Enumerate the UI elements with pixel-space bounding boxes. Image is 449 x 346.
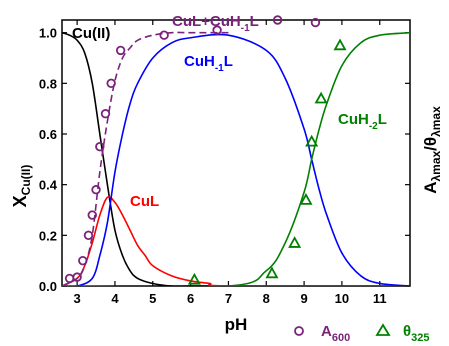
x-tick-label-7: 10 <box>335 291 349 306</box>
label-cuh1l: CuH-1L <box>184 53 233 74</box>
scatter-point-0-11 <box>212 25 222 35</box>
scatter-point-1-4 <box>305 134 319 147</box>
series-line-1 <box>62 196 410 286</box>
scatter-point-0-4 <box>87 210 97 220</box>
scatter-point-0-13 <box>310 17 321 28</box>
x-tick-label-1: 4 <box>111 291 119 306</box>
scatter-markers <box>64 15 347 285</box>
scatter-point-0-6 <box>95 141 105 152</box>
scatter-point-1-2 <box>288 236 302 248</box>
series-lines <box>62 31 410 286</box>
x-tick-label-8: 11 <box>373 291 387 306</box>
y-tick-label-0: 0.0 <box>39 279 57 294</box>
scatter-point-0-10 <box>159 30 169 40</box>
series-line-2 <box>62 33 410 286</box>
label-cuh2l: CuH-2L <box>338 111 387 132</box>
legend-a600-marker <box>294 326 304 336</box>
label-sum: CuL+CuH-1L <box>172 13 259 34</box>
scatter-point-0-5 <box>91 185 101 195</box>
x-tick-label-2: 5 <box>149 291 156 306</box>
x-axis-title: pH <box>225 315 248 334</box>
y-tick-label-1: 0.2 <box>39 228 57 243</box>
legend: A600 θ325 <box>294 323 429 344</box>
scatter-point-0-3 <box>83 230 94 241</box>
scatter-point-0-8 <box>106 78 116 89</box>
scatter-point-0-1 <box>72 272 82 282</box>
scatter-point-0-2 <box>78 255 88 266</box>
series-line-0 <box>62 31 410 286</box>
series-line-3 <box>62 31 410 286</box>
scatter-point-1-1 <box>265 266 279 279</box>
scatter-point-1-5 <box>314 91 328 104</box>
x-tick-label-5: 8 <box>263 291 270 306</box>
legend-theta325-marker <box>375 323 391 336</box>
scatter-point-1-6 <box>333 38 347 51</box>
label-cul: CuL <box>130 193 159 210</box>
scatter-point-0-12 <box>272 15 283 25</box>
legend-a600-label: A600 <box>321 323 350 344</box>
label-cu2: Cu(II) <box>72 25 110 42</box>
legend-theta325-label: θ325 <box>403 323 429 344</box>
y-tick-label-4: 0.8 <box>39 76 57 91</box>
scatter-point-0-9 <box>115 45 126 56</box>
scatter-point-0-0 <box>64 273 75 284</box>
scatter-point-0-7 <box>100 109 111 119</box>
y-axis-left-title: XCu(II) <box>10 165 33 208</box>
x-tick-label-3: 6 <box>187 291 194 306</box>
y-axis-right-title: Aλmax/θλmax <box>421 106 443 194</box>
y-tick-label-2: 0.4 <box>39 178 58 193</box>
x-tick-label-6: 9 <box>300 291 307 306</box>
x-tick-label-4: 7 <box>225 291 232 306</box>
plot-frame <box>61 19 411 287</box>
scatter-point-1-0 <box>187 272 201 285</box>
y-tick-label-3: 0.6 <box>39 127 57 142</box>
x-tick-label-0: 3 <box>74 291 81 306</box>
y-tick-label-5: 1.0 <box>39 26 57 41</box>
scatter-point-1-3 <box>299 193 313 205</box>
y-axis-ticks: 0.0 0.2 0.4 0.6 0.8 1.0 <box>39 26 410 294</box>
